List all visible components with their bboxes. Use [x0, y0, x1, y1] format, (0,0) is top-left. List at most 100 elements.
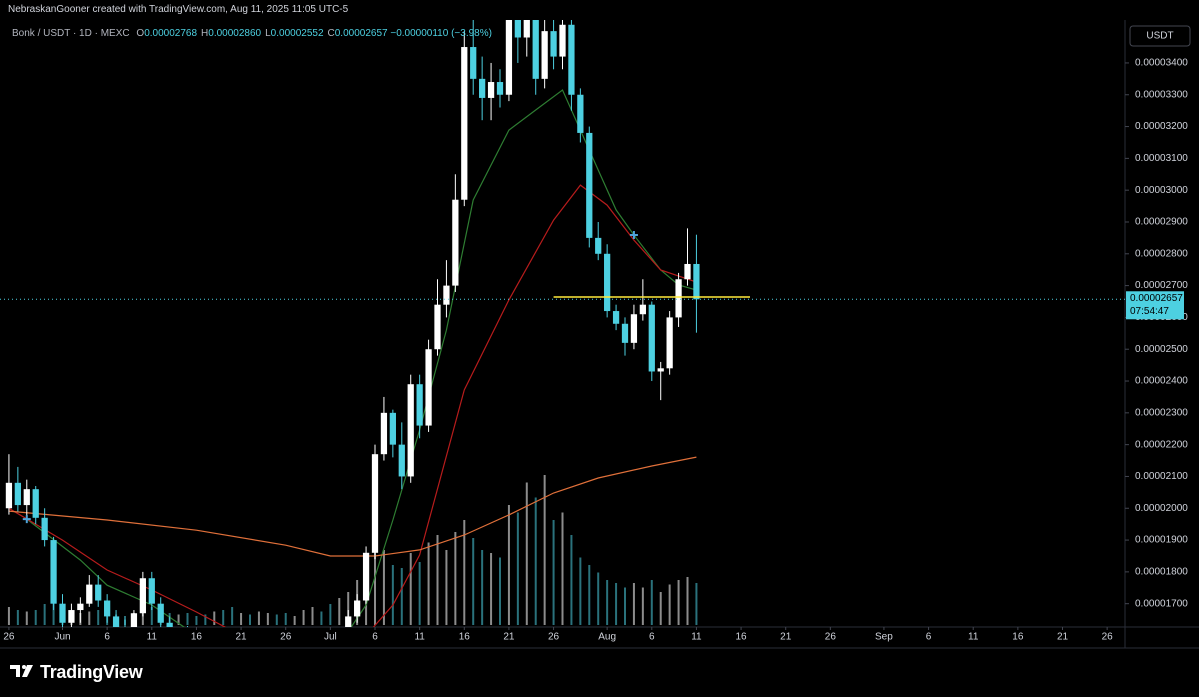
ohlc-key: C — [327, 28, 335, 39]
volume-bar — [641, 587, 644, 625]
candle-body — [86, 584, 93, 604]
x-tick-label: 26 — [825, 632, 837, 643]
candle-body — [77, 603, 84, 611]
candle-body — [354, 600, 361, 617]
y-tick-label: 0.00002900 — [1135, 217, 1188, 228]
cross-marker — [629, 231, 638, 240]
volume-bar — [534, 497, 537, 625]
volume-bar — [338, 598, 341, 625]
price-label: 0.00002657 — [1130, 293, 1183, 304]
y-tick-label: 0.00001900 — [1135, 535, 1188, 546]
candle-body — [577, 94, 584, 133]
change: −0.00000110 (−3.98%) — [390, 28, 492, 39]
candle-body — [523, 20, 530, 38]
volume-bar — [427, 542, 430, 625]
candle-body — [505, 20, 513, 95]
candle-body — [604, 253, 611, 312]
candle-body — [425, 349, 432, 426]
candle-body — [479, 78, 486, 98]
volume-bar — [400, 568, 403, 625]
volume-bar — [579, 557, 582, 625]
candle-body — [32, 489, 39, 518]
logo-slash — [22, 665, 33, 677]
legend: Bonk / USDT · 1D · MEXC O0.00002768 H0.00… — [12, 28, 492, 39]
candle-body — [389, 412, 396, 445]
volume-bar — [418, 562, 421, 625]
candle-body — [41, 517, 48, 541]
candle-body — [657, 368, 664, 372]
candle-body — [496, 82, 504, 95]
symbol: Bonk / USDT · 1D · MEXC — [12, 28, 130, 39]
candle-body — [639, 304, 646, 315]
candle-body — [630, 314, 638, 343]
x-tick-label: 26 — [1102, 632, 1114, 643]
volume-bar — [204, 614, 207, 625]
volume-bar — [186, 613, 189, 625]
ohlc-value: 0.00002768 — [144, 28, 198, 39]
x-tick-label: 11 — [414, 632, 425, 643]
x-tick-label: 26 — [3, 632, 15, 643]
volume-bar — [329, 604, 332, 625]
volume-bar — [615, 583, 618, 625]
candle-body — [59, 603, 66, 623]
ohlc-key: H — [201, 28, 209, 39]
ohlc-key: L — [265, 28, 271, 39]
candle-body — [514, 20, 521, 38]
volume-bar — [659, 592, 662, 625]
candle-body — [380, 412, 388, 455]
x-tick-label: 6 — [926, 632, 932, 643]
volume-bar — [507, 505, 510, 625]
volume-bar — [686, 577, 689, 625]
volume-bar — [293, 616, 296, 625]
candle-body — [666, 317, 673, 369]
volume-bar — [588, 565, 591, 625]
y-tick-label: 0.00001800 — [1135, 567, 1188, 578]
candle-body — [371, 454, 379, 553]
x-tick-label: 16 — [1012, 632, 1024, 643]
candle-body — [5, 482, 13, 509]
volume-bar — [561, 512, 564, 625]
y-tick-label: 0.00003200 — [1135, 121, 1188, 132]
currency-box[interactable] — [1129, 25, 1191, 47]
volume-bar — [311, 607, 314, 625]
volume-bar — [43, 604, 46, 625]
volume-bar — [222, 610, 225, 625]
candle-body — [157, 603, 164, 623]
candle-body — [487, 82, 495, 98]
candle-body — [559, 24, 566, 57]
volume-bar — [177, 614, 180, 625]
candle-body — [50, 540, 57, 604]
candle-body — [362, 552, 370, 601]
volume-bar — [382, 550, 385, 625]
candle-body — [452, 199, 459, 286]
logo — [10, 665, 33, 677]
candle-body — [532, 20, 539, 79]
countdown: 07:54:47 — [1130, 306, 1169, 317]
candle-body — [23, 489, 30, 506]
volume-bar — [52, 601, 55, 625]
x-tick-label: 11 — [968, 632, 979, 643]
x-tick-label: 16 — [459, 632, 471, 643]
y-tick-label: 0.00002000 — [1135, 503, 1188, 514]
x-tick-label: 11 — [147, 632, 158, 643]
candle-body — [139, 578, 146, 614]
candle-body — [612, 311, 620, 324]
x-tick-label: 16 — [736, 632, 748, 643]
candle-body — [95, 584, 102, 601]
x-tick-label: 6 — [372, 632, 378, 643]
volume-bar — [472, 538, 475, 625]
y-tick-label: 0.00002100 — [1135, 471, 1188, 482]
volume-bar — [552, 520, 555, 625]
volume-bar — [320, 611, 323, 625]
candle-body — [434, 304, 441, 350]
ohlc: O0.00002768 H0.00002860 L0.00002552 C0.0000… — [132, 28, 390, 39]
candle-body — [675, 279, 682, 318]
volume-bar — [240, 613, 243, 625]
candle-body — [541, 31, 548, 79]
candle-body — [68, 610, 75, 623]
candle-body — [470, 47, 477, 79]
y-tick-label: 0.00003000 — [1135, 185, 1188, 196]
volume-bar — [195, 616, 198, 625]
volume-bar — [150, 607, 153, 625]
